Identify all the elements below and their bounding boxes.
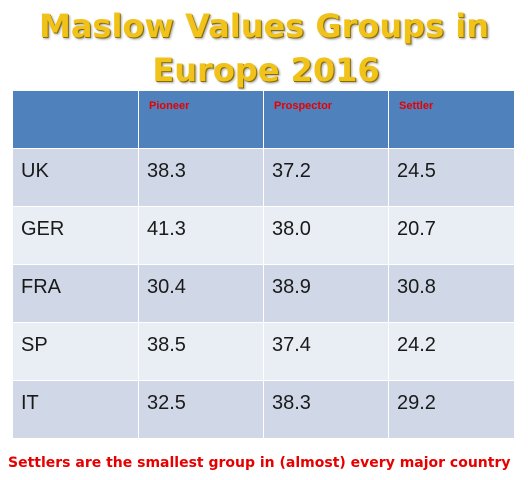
table-row: GER 41.3 38.0 20.7: [12, 206, 515, 265]
cell-ger-settler: 20.7: [388, 206, 515, 265]
cell-uk-settler: 24.5: [388, 148, 515, 207]
cell-it-prospector: 38.3: [263, 380, 389, 439]
row-label-ger: GER: [12, 206, 139, 265]
cell-fra-prospector: 38.9: [263, 264, 389, 323]
cell-uk-pioneer: 38.3: [138, 148, 264, 207]
chart-title-line-2: Europe 2016: [152, 51, 380, 89]
cell-sp-prospector: 37.4: [263, 322, 389, 381]
header-cell-prospector: Prospector: [263, 90, 389, 149]
cell-uk-prospector: 37.2: [263, 148, 389, 207]
row-label-it: IT: [12, 380, 139, 439]
values-table: Pioneer Prospector Settler UK 38.3 37.2 …: [12, 90, 515, 439]
cell-sp-pioneer: 38.5: [138, 322, 264, 381]
table-header-row: Pioneer Prospector Settler: [12, 90, 515, 149]
header-cell-settler: Settler: [388, 90, 515, 149]
table-row: FRA 30.4 38.9 30.8: [12, 264, 515, 323]
row-label-sp: SP: [12, 322, 139, 381]
header-cell-empty: [12, 90, 139, 149]
chart-title-line-1: Maslow Values Groups in: [38, 7, 490, 45]
cell-fra-settler: 30.8: [388, 264, 515, 323]
cell-it-pioneer: 32.5: [138, 380, 264, 439]
cell-it-settler: 29.2: [388, 380, 515, 439]
header-cell-pioneer: Pioneer: [138, 90, 264, 149]
row-label-fra: FRA: [12, 264, 139, 323]
chart-title: Maslow Values Groups in Europe 2016: [0, 4, 528, 92]
table-row: SP 38.5 37.4 24.2: [12, 322, 515, 381]
cell-ger-prospector: 38.0: [263, 206, 389, 265]
cell-ger-pioneer: 41.3: [138, 206, 264, 265]
cell-fra-pioneer: 30.4: [138, 264, 264, 323]
table-row: UK 38.3 37.2 24.5: [12, 148, 515, 207]
row-label-uk: UK: [12, 148, 139, 207]
footnote: Settlers are the smallest group in (almo…: [8, 455, 511, 471]
cell-sp-settler: 24.2: [388, 322, 515, 381]
table-row: IT 32.5 38.3 29.2: [12, 380, 515, 439]
